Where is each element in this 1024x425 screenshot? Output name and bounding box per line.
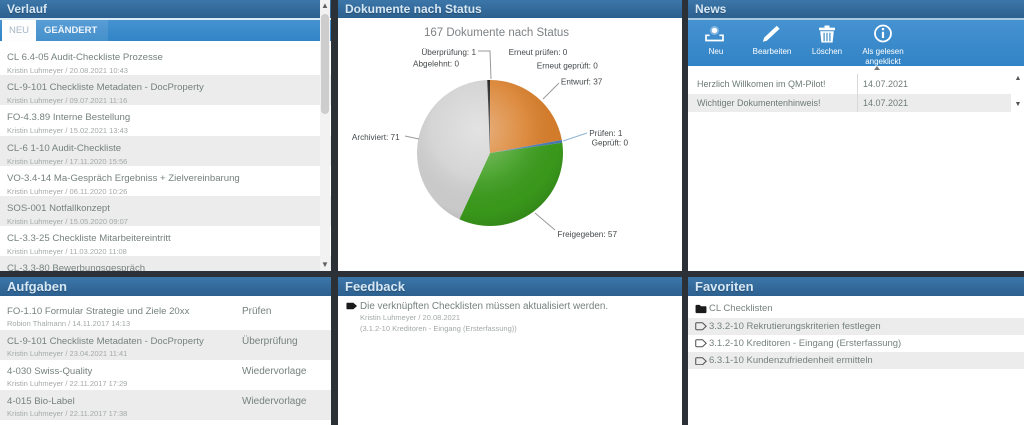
svg-text:Prüfen: 1: Prüfen: 1	[589, 129, 623, 138]
svg-text:Bearbeiten: Bearbeiten	[753, 47, 792, 56]
svg-text:angeklickt: angeklickt	[865, 57, 901, 66]
svg-text:Entwurf: 37: Entwurf: 37	[561, 78, 603, 87]
svg-text:167 Dokumente nach Status: 167 Dokumente nach Status	[424, 27, 569, 39]
svg-text:Löschen: Löschen	[812, 47, 842, 56]
svg-text:Als gelesen: Als gelesen	[862, 47, 903, 56]
svg-text:Überprüfung: 1: Überprüfung: 1	[421, 47, 476, 57]
svg-text:Erneut geprüft: 0: Erneut geprüft: 0	[537, 62, 598, 71]
svg-text:Geprüft: 0: Geprüft: 0	[592, 139, 629, 148]
svg-text:Archiviert: 71: Archiviert: 71	[352, 133, 400, 142]
svg-text:Erneut prüfen: 0: Erneut prüfen: 0	[509, 48, 568, 57]
svg-text:Abgelehnt: 0: Abgelehnt: 0	[413, 60, 459, 69]
svg-text:Freigegeben: 57: Freigegeben: 57	[557, 230, 617, 239]
svg-text:Neu: Neu	[709, 47, 724, 56]
